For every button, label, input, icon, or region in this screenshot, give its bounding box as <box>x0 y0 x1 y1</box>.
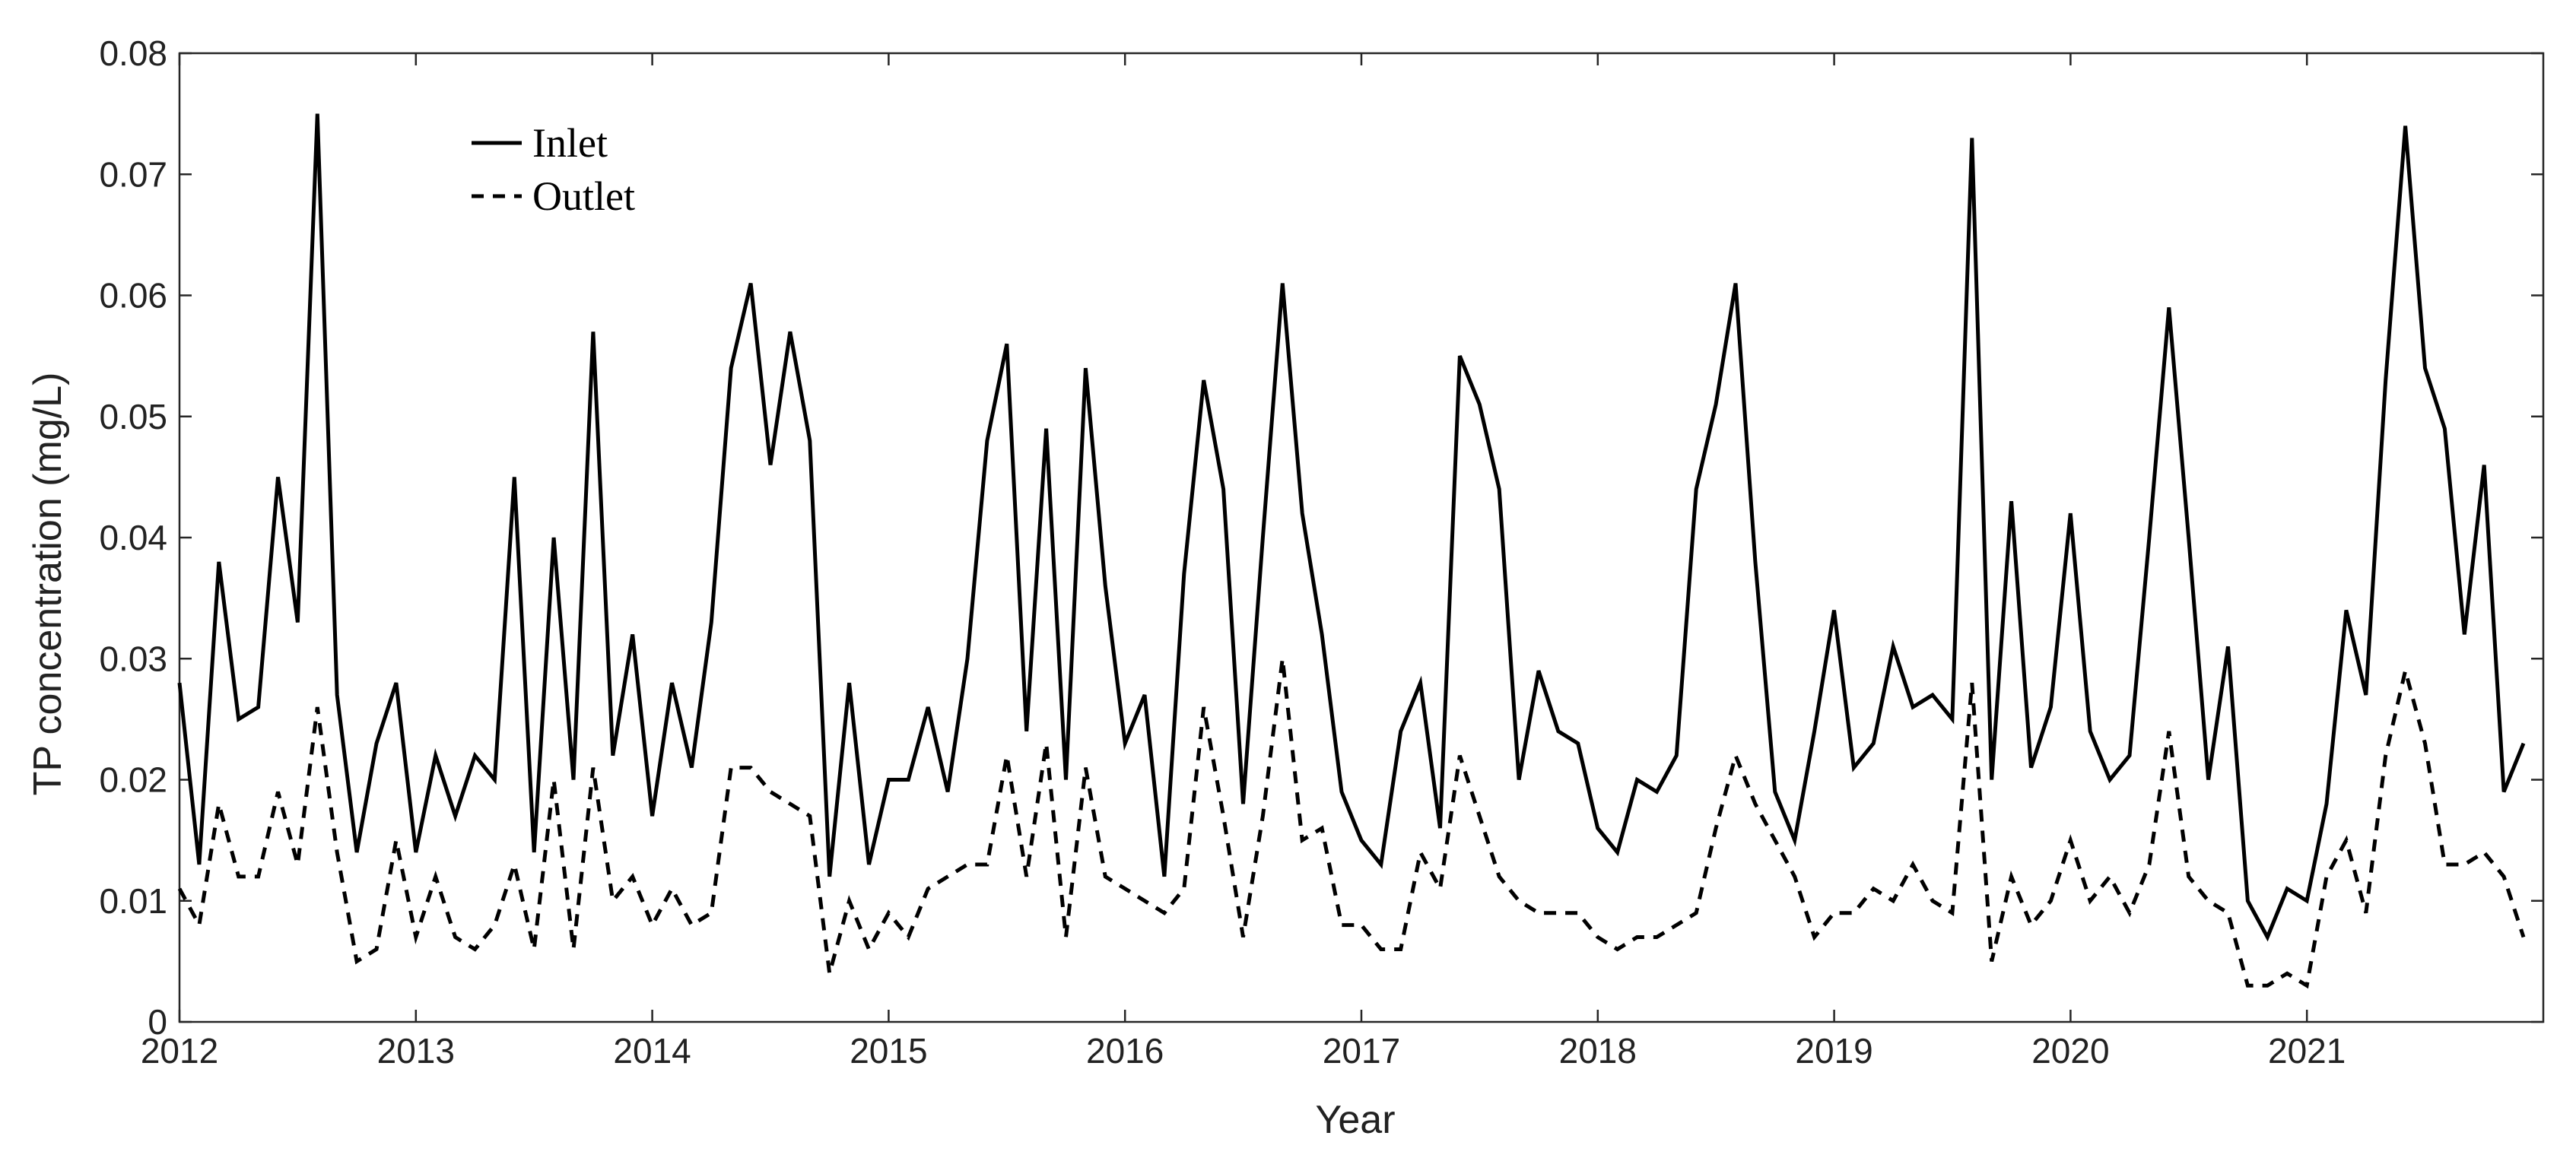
legend-label-outlet: Outlet <box>532 173 635 219</box>
legend-label-inlet: Inlet <box>532 120 608 166</box>
x-tick-label: 2020 <box>2031 1031 2109 1071</box>
x-tick-label: 2015 <box>850 1031 927 1071</box>
x-tick-label: 2012 <box>141 1031 218 1071</box>
x-tick-label: 2021 <box>2268 1031 2346 1071</box>
legend: Inlet Outlet <box>472 120 635 219</box>
x-tick-label: 2019 <box>1795 1031 1872 1071</box>
x-tick-label: 2013 <box>377 1031 455 1071</box>
series-line-outlet <box>177 658 2526 989</box>
axes: 0 0.01 0.02 0.03 0.04 0.05 0.06 0.07 0.08 2012 201… <box>99 33 2545 1071</box>
y-tick-label: 0 <box>148 1002 167 1042</box>
y-tick-label: 0.07 <box>99 154 167 194</box>
x-tick-label: 2017 <box>1323 1031 1400 1071</box>
y-tick-label: 0.01 <box>99 881 167 921</box>
y-axis-label: TP concentration (mg/L) <box>26 373 70 796</box>
series-line-inlet <box>177 113 2526 942</box>
y-tick-label: 0.04 <box>99 518 167 557</box>
x-tick-label: 2014 <box>613 1031 691 1071</box>
y-tick-label: 0.02 <box>99 760 167 800</box>
y-tick-label: 0.06 <box>99 276 167 316</box>
x-tick-label: 2018 <box>1559 1031 1637 1071</box>
x-tick-label: 2016 <box>1086 1031 1164 1071</box>
y-tick-label: 0.05 <box>99 397 167 436</box>
x-axis-label: Year <box>1315 1098 1395 1142</box>
y-tick-label: 0.03 <box>99 639 167 678</box>
y-tick-label: 0.08 <box>99 33 167 73</box>
series-lines <box>177 113 2526 989</box>
